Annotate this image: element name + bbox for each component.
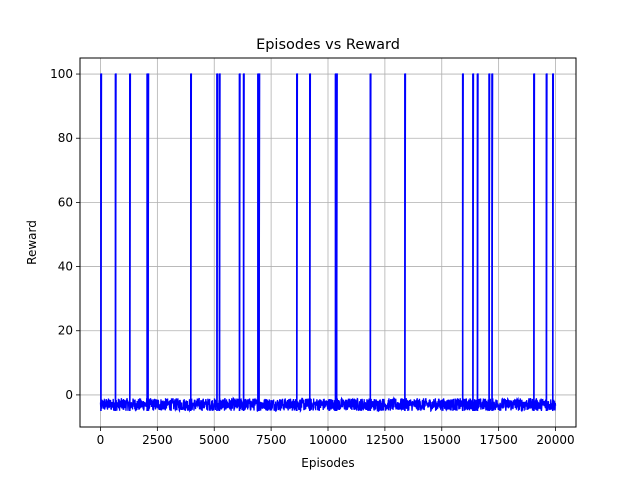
grid-lines [80, 58, 576, 427]
reward-line [99, 73, 557, 413]
x-tick-label: 20000 [536, 433, 574, 447]
y-tick-label: 20 [58, 324, 73, 338]
y-axis: 0 20 40 60 80 100 [50, 67, 80, 402]
x-tick-label: 10000 [309, 433, 347, 447]
x-axis-title: Episodes [301, 456, 354, 470]
x-tick-label: 15000 [423, 433, 461, 447]
x-tick-label: 12500 [366, 433, 404, 447]
x-tick-label: 2500 [142, 433, 173, 447]
x-tick-label: 17500 [480, 433, 518, 447]
x-tick-label: 0 [97, 433, 105, 447]
y-tick-label: 40 [58, 260, 73, 274]
y-tick-label: 100 [50, 67, 73, 81]
y-tick-label: 60 [58, 195, 73, 209]
chart-title: Episodes vs Reward [256, 37, 400, 53]
x-tick-label: 7500 [256, 433, 287, 447]
y-axis-title: Reward [25, 220, 39, 265]
x-tick-label: 5000 [199, 433, 230, 447]
y-tick-label: 80 [58, 131, 73, 145]
y-tick-label: 0 [65, 388, 73, 402]
reward-series [99, 73, 557, 413]
x-axis: 0 2500 5000 7500 10000 12500 15000 17500 20000 [97, 427, 575, 447]
